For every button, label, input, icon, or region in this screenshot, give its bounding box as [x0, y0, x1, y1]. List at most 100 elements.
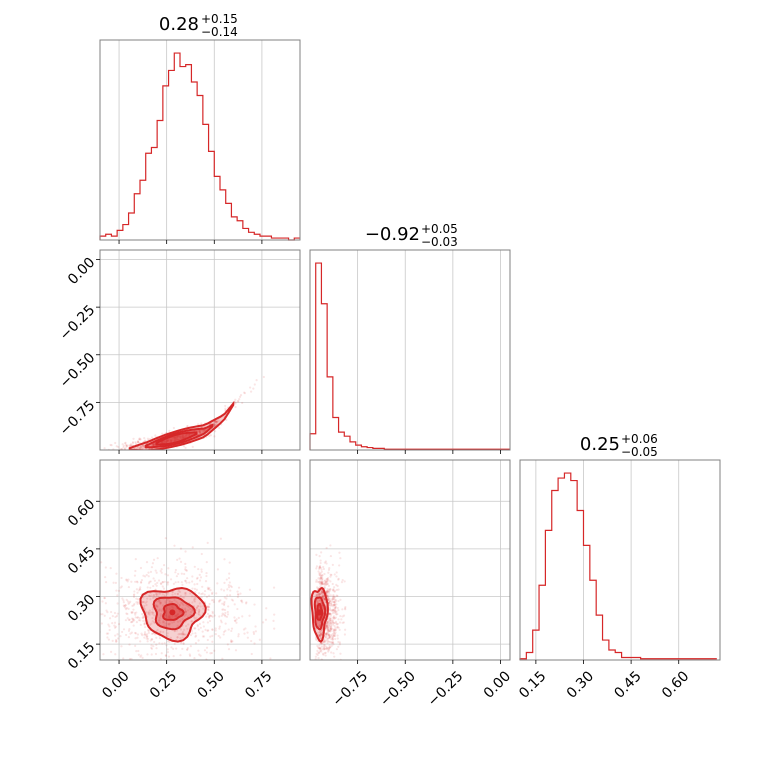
sample-point [121, 597, 124, 600]
sample-point [162, 604, 165, 607]
sample-point [154, 603, 157, 607]
sample-point [326, 622, 329, 625]
sample-point [329, 617, 333, 620]
sample-point [328, 626, 332, 629]
sample-point [155, 643, 158, 646]
sample-point [230, 598, 233, 601]
sample-point [173, 437, 177, 440]
sample-point [344, 628, 347, 631]
sample-point [135, 597, 138, 600]
sample-point [262, 621, 265, 624]
sample-point [149, 586, 152, 589]
sample-point [180, 435, 183, 438]
histogram-step-line [99, 52, 300, 241]
sample-point [328, 600, 331, 603]
sample-point [326, 578, 329, 581]
sample-point [134, 631, 137, 635]
sample-point [318, 599, 321, 602]
sample-point [198, 653, 201, 656]
sample-point [230, 627, 234, 630]
sample-point [236, 593, 240, 596]
sample-point [132, 618, 135, 621]
sample-point [152, 594, 155, 597]
sample-point [185, 434, 188, 438]
sample-point [116, 612, 119, 615]
sample-point [141, 634, 144, 637]
sample-point [205, 574, 208, 578]
sample-point [129, 621, 133, 624]
sample-point [128, 643, 131, 646]
sample-point [123, 455, 125, 457]
sample-point [141, 452, 143, 454]
sample-point [150, 566, 154, 569]
sample-point [234, 405, 237, 409]
sample-point [330, 604, 333, 607]
sample-point [320, 576, 323, 579]
sample-point [136, 633, 140, 636]
sample-point [151, 612, 154, 616]
sample-point [155, 593, 158, 596]
sample-point [319, 576, 322, 580]
sample-point [325, 664, 327, 666]
sample-point [139, 655, 142, 658]
sample-point [333, 604, 336, 607]
sample-point [246, 636, 249, 639]
sample-point [205, 571, 208, 575]
sample-point [184, 433, 188, 436]
sample-point [159, 602, 162, 605]
sample-point [318, 599, 322, 602]
sample-point [211, 610, 214, 613]
sample-point [199, 626, 202, 629]
sample-point [333, 595, 336, 598]
sample-point [181, 435, 184, 438]
sample-point [137, 441, 140, 444]
sample-point [191, 546, 194, 549]
sample-point [172, 439, 176, 442]
sample-point [332, 652, 335, 655]
sample-point [326, 628, 330, 631]
sample-point [115, 640, 118, 643]
sample-point [168, 614, 172, 617]
sample-point [215, 420, 218, 424]
sample-point [323, 647, 327, 651]
sample-point [176, 438, 179, 441]
sample-point [150, 436, 154, 439]
sample-point [325, 591, 329, 594]
sample-point [208, 614, 211, 618]
sample-point [158, 599, 161, 602]
sample-point [176, 602, 179, 605]
sample-point [273, 627, 276, 630]
sample-point [323, 641, 327, 644]
sample-point [174, 435, 177, 438]
sample-point [193, 587, 197, 590]
sample-point [137, 653, 140, 656]
sample-point [326, 577, 329, 581]
sample-point [151, 611, 154, 614]
sample-point [164, 439, 167, 442]
sample-point [177, 633, 180, 636]
sample-point [148, 613, 151, 616]
sample-point [104, 566, 107, 569]
sample-point [126, 617, 129, 620]
sample-point [207, 606, 211, 609]
sample-point [183, 572, 186, 576]
sample-point [323, 586, 326, 590]
sample-point [119, 452, 121, 454]
sample-point [328, 602, 331, 605]
sample-point [133, 612, 137, 615]
sample-point [149, 598, 152, 601]
sample-point [332, 643, 335, 646]
sample-point [328, 635, 331, 639]
sample-point [319, 633, 322, 636]
sample-point [121, 454, 123, 456]
sample-point [329, 628, 333, 632]
sample-point [186, 648, 189, 651]
sample-point [136, 616, 140, 619]
sample-point [153, 596, 156, 599]
sample-point [199, 654, 202, 657]
sample-point [184, 434, 187, 437]
sample-point [178, 557, 181, 560]
sample-point [154, 455, 156, 457]
sample-point [207, 587, 211, 591]
sample-point [193, 565, 196, 568]
